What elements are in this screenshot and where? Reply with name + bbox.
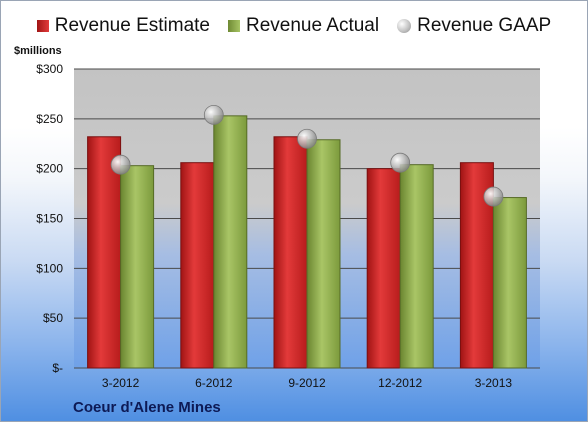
x-category-label: 12-2012 — [378, 376, 422, 390]
bar-revenue-estimate — [273, 136, 308, 369]
legend-item-gaap: Revenue GAAP — [397, 15, 551, 37]
bar-revenue-actual — [120, 165, 155, 369]
legend-label-gaap: Revenue GAAP — [417, 15, 552, 36]
legend-label-estimate: Revenue Estimate — [54, 15, 210, 36]
y-tick-label: $100 — [36, 261, 63, 275]
x-category-label: 9-2012 — [288, 376, 326, 390]
y-tick-label: $50 — [43, 311, 63, 325]
marker-revenue-gaap — [483, 186, 504, 207]
bars — [87, 115, 527, 369]
legend-swatch-estimate — [36, 20, 49, 32]
x-axis-labels: 3-2012 6-2012 9-2012 12-2012 3-2013 — [102, 376, 512, 390]
marker-revenue-gaap — [203, 104, 224, 125]
legend-label-actual: Revenue Actual — [246, 15, 380, 36]
chart-legend: Revenue Estimate Revenue Actual Revenue … — [1, 15, 587, 37]
bar-revenue-estimate — [366, 168, 401, 369]
x-category-label: 3-2012 — [102, 376, 140, 390]
y-axis-ticks: $- $50 $100 $150 $200 $250 $300 — [36, 62, 63, 375]
legend-swatch-gaap — [397, 19, 412, 33]
legend-swatch-actual — [228, 20, 240, 32]
y-tick-label: $250 — [36, 112, 63, 126]
bar-revenue-actual — [492, 197, 527, 369]
company-name: Coeur d'Alene Mines — [73, 399, 221, 416]
y-tick-label: $150 — [36, 212, 63, 226]
legend-item-actual: Revenue Actual — [228, 15, 379, 37]
marker-revenue-gaap — [297, 128, 317, 149]
gaap-markers — [110, 104, 504, 207]
marker-revenue-gaap — [110, 154, 131, 175]
y-axis-unit-label: $millions — [14, 45, 62, 57]
bar-revenue-estimate — [87, 136, 122, 369]
legend-item-estimate: Revenue Estimate — [36, 15, 210, 37]
y-tick-label: $200 — [36, 162, 63, 176]
bar-revenue-actual — [306, 139, 341, 369]
x-category-label: 3-2013 — [475, 376, 513, 390]
y-tick-label: $300 — [36, 62, 63, 76]
x-category-label: 6-2012 — [195, 376, 233, 390]
bar-revenue-actual — [213, 115, 248, 369]
y-tick-label: $- — [52, 361, 63, 375]
bar-revenue-estimate — [180, 162, 215, 369]
bar-revenue-actual — [399, 164, 434, 369]
marker-revenue-gaap — [390, 152, 411, 173]
